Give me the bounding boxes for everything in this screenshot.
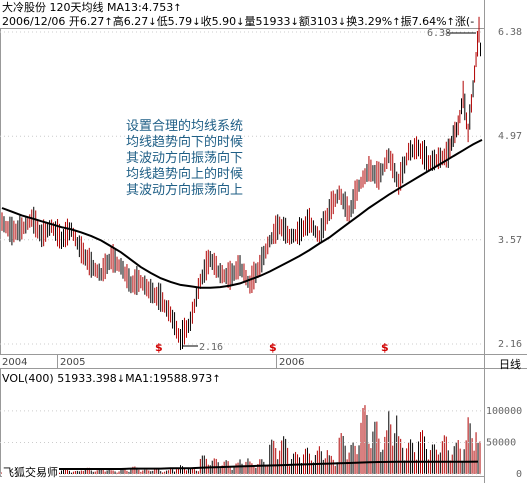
quote-bar: 2006/12/06 开6.27↑高6.27↓低5.79↓收5.90↓量5193… — [2, 15, 474, 29]
watermark: 飞狐交易师 — [2, 464, 59, 480]
annotation-line: 其波动方向振荡向下 — [126, 151, 244, 166]
price-tick-label: 2.16 — [498, 339, 522, 350]
volume-tick-label: 100000 — [486, 406, 522, 417]
up-arrow-icon: ↑ — [392, 17, 401, 28]
price-axis: 6.38 4.97 3.57 2.16 — [498, 27, 522, 350]
low-label: 2.16 — [199, 342, 223, 353]
ma120-line — [1, 139, 483, 289]
price-grid — [0, 31, 484, 345]
quote-volume: 量51933 — [244, 15, 291, 28]
stock-header: 大冷股份 120天均线 MA13:4.753↑ — [2, 1, 182, 15]
quote-low: 低5.79 — [156, 15, 193, 28]
quote-turnover: 换3.29% — [346, 15, 393, 28]
up-arrow-icon: ↑ — [212, 374, 221, 385]
quote-high: 高6.27 — [112, 15, 149, 28]
signal-mark: $ — [381, 341, 389, 354]
annotation-text: 设置合理的均线系统 均线趋势向下的时候 其波动方向振荡向下 均线趋势向上的时候 … — [126, 119, 286, 199]
quote-open: 开6.27 — [68, 15, 105, 28]
annotation-line: 其波动方向振荡向上 — [126, 183, 244, 198]
ma-period-label: 120天均线 — [49, 1, 104, 14]
down-arrow-icon: ↓ — [290, 17, 299, 28]
volume-bars — [1, 405, 481, 474]
down-arrow-icon: ↓ — [337, 17, 347, 28]
price-tick-label: 6.38 — [498, 27, 522, 38]
year-label-2005: 2005 — [60, 357, 86, 368]
annotation-line: 均线趋势向下的时候 — [126, 135, 244, 150]
up-arrow-icon: ↑ — [173, 3, 182, 14]
stock-name: 大冷股份 — [2, 1, 46, 14]
volume-value: 51933.398 — [57, 372, 117, 385]
price-tick-label: 4.97 — [498, 131, 522, 142]
signal-mark: $ — [269, 341, 277, 354]
high-label: 6.38 — [427, 28, 451, 39]
ma13-value: MA13:4.753 — [107, 1, 174, 14]
volume-tick-label: 50000 — [486, 437, 516, 448]
ma120-series — [1, 139, 483, 289]
annotation-line: 设置合理的均线系统 — [126, 119, 244, 134]
period-label[interactable]: 日线 — [499, 358, 521, 371]
quote-amplitude: 振7.64% — [400, 15, 447, 28]
quote-change: 涨(- — [454, 15, 475, 28]
year-label-2006: 2006 — [279, 357, 305, 368]
up-arrow-icon: ↑ — [104, 17, 113, 28]
down-arrow-icon: ↓ — [192, 17, 201, 28]
down-arrow-icon: ↓ — [236, 17, 245, 28]
quote-date: 2006/12/06 — [2, 15, 66, 28]
volume-ma-series — [2, 460, 479, 470]
volume-tick-label: 0 — [516, 469, 522, 480]
up-arrow-icon: ↑ — [446, 17, 455, 28]
volume-header: VOL(400) 51933.398↓MA1:19588.973↑ — [2, 372, 221, 386]
down-arrow-icon: ↓ — [116, 374, 126, 385]
quote-close: 收5.90 — [200, 15, 237, 28]
signal-mark: $ — [155, 341, 163, 354]
volume-axis: 100000 50000 0 — [0, 406, 522, 480]
price-tick-label: 3.57 — [498, 235, 522, 246]
volume-ma1-line — [2, 460, 479, 470]
down-arrow-icon: ↓ — [148, 17, 157, 28]
price-series — [1, 16, 482, 351]
volume-label: VOL(400) — [2, 372, 54, 385]
year-label-2004: 2004 — [2, 357, 28, 368]
annotation-line: 均线趋势向上的时候 — [126, 167, 244, 182]
quote-amount: 额3103 — [298, 15, 338, 28]
volume-ma1: MA1:19588.973 — [125, 372, 213, 385]
